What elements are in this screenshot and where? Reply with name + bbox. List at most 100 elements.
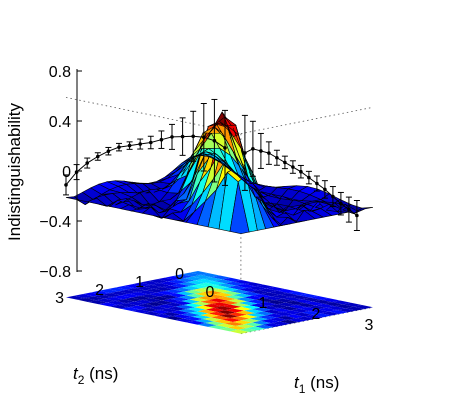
heatmap-cell	[255, 298, 275, 302]
heatmap-cell	[115, 285, 135, 290]
heatmap-cell	[142, 284, 163, 289]
heatmap-cell	[279, 293, 300, 297]
projection-t2-point	[299, 169, 303, 174]
x-tick-label: 2	[312, 306, 321, 323]
heatmap-cell	[216, 296, 236, 301]
heatmap-cell	[288, 291, 308, 296]
heatmap-cell	[233, 306, 253, 311]
heatmap-cell	[222, 291, 242, 296]
heatmap-cell	[271, 308, 291, 313]
heatmap-cell	[246, 299, 267, 304]
projection-t2-point	[243, 151, 247, 155]
heatmap-cell	[232, 320, 253, 325]
heatmap-cell	[140, 280, 160, 285]
heatmap-cell	[203, 277, 223, 282]
heatmap-cell	[192, 301, 212, 306]
projection-t1-point	[170, 135, 174, 139]
heatmap-cell	[120, 307, 140, 312]
heatmap-cell	[117, 303, 138, 308]
heatmap-cell	[189, 284, 209, 289]
heatmap-cell	[183, 316, 203, 321]
heatmap-cell	[224, 308, 244, 313]
heatmap-cell	[247, 286, 267, 291]
heatmap-cell	[246, 313, 266, 317]
heatmap-cell	[109, 304, 129, 309]
heatmap-cell	[128, 305, 149, 310]
heatmap-cell	[276, 302, 297, 307]
y-tick-label: 2	[95, 282, 104, 299]
heatmap-cell	[101, 293, 121, 297]
heatmap-cell	[145, 302, 165, 307]
projection-t2-point	[267, 151, 271, 155]
heatmap-cell	[326, 306, 346, 310]
y-tick-label: 1	[135, 274, 144, 291]
heatmap-cell	[211, 288, 231, 293]
heatmap-cell	[312, 313, 332, 318]
heatmap-cell	[227, 325, 247, 330]
heatmap-cell	[137, 303, 157, 308]
y-tick-label: 3	[55, 290, 64, 307]
heatmap-cell	[224, 321, 244, 326]
heatmap-cell	[235, 297, 256, 302]
projection-t1-point	[64, 183, 68, 187]
heatmap-cell	[337, 308, 357, 313]
heatmap-cell	[263, 309, 283, 314]
heatmap-cell	[202, 304, 223, 308]
heatmap-cell	[277, 289, 297, 294]
x-tick-label: 1	[259, 295, 268, 312]
heatmap-cell	[252, 294, 272, 299]
y-axis-label: t2 (ns)	[73, 364, 118, 387]
heatmap-cell	[230, 302, 250, 307]
heatmap-cell	[307, 305, 327, 310]
heatmap-cell	[180, 312, 201, 317]
projection-t2-point	[275, 155, 279, 160]
heatmap-cell	[225, 281, 245, 286]
heatmap-cell	[208, 311, 228, 316]
heatmap-cell	[123, 297, 143, 302]
heatmap-cell	[186, 320, 206, 325]
heatmap-cell	[208, 285, 228, 289]
heatmap-cell	[282, 310, 302, 315]
heatmap-cell	[164, 316, 184, 321]
heatmap-cell	[233, 280, 253, 284]
heatmap-cell	[159, 281, 179, 286]
projection-t2-point	[291, 165, 295, 169]
heatmap-cell	[164, 289, 184, 294]
heatmap-cell	[219, 327, 239, 332]
heatmap-cell	[167, 293, 187, 298]
heatmap-cell	[214, 292, 234, 297]
heatmap-cell	[225, 295, 245, 300]
heatmap-cell	[189, 271, 209, 275]
heatmap-cell	[241, 318, 261, 323]
heatmap-cell	[200, 313, 220, 318]
heatmap-cell	[115, 299, 135, 304]
heatmap-cell	[194, 292, 215, 297]
heatmap-cell	[235, 324, 255, 329]
z-tick-label: 0	[62, 164, 71, 181]
heatmap-cell	[213, 306, 234, 311]
heatmap-cell	[222, 277, 242, 282]
heatmap-cell	[148, 292, 168, 297]
heatmap-cell	[260, 305, 280, 310]
heatmap-cell	[244, 282, 264, 287]
heatmap-cell	[159, 308, 179, 313]
projection-curve-t1	[63, 98, 228, 196]
heatmap-cell	[205, 294, 226, 299]
heatmap-cell	[169, 310, 190, 315]
heatmap-cell	[345, 306, 365, 311]
projection-t1-point	[191, 134, 195, 139]
heatmap-cell	[249, 316, 269, 321]
heatmap-cell	[235, 310, 255, 315]
projection-t1-point	[180, 134, 185, 139]
heatmap-cell	[178, 282, 198, 287]
x-tick-label: 3	[365, 317, 374, 334]
heatmap-cell	[208, 298, 228, 303]
projection-t2-point	[323, 187, 327, 192]
heatmap-cell	[82, 292, 102, 297]
heatmap-cell	[331, 300, 352, 305]
projection-t1-point	[212, 138, 217, 143]
heatmap-cell	[186, 307, 206, 312]
heatmap-cell	[219, 314, 239, 319]
heatmap-cell	[254, 311, 275, 316]
heatmap-cell	[172, 301, 193, 306]
